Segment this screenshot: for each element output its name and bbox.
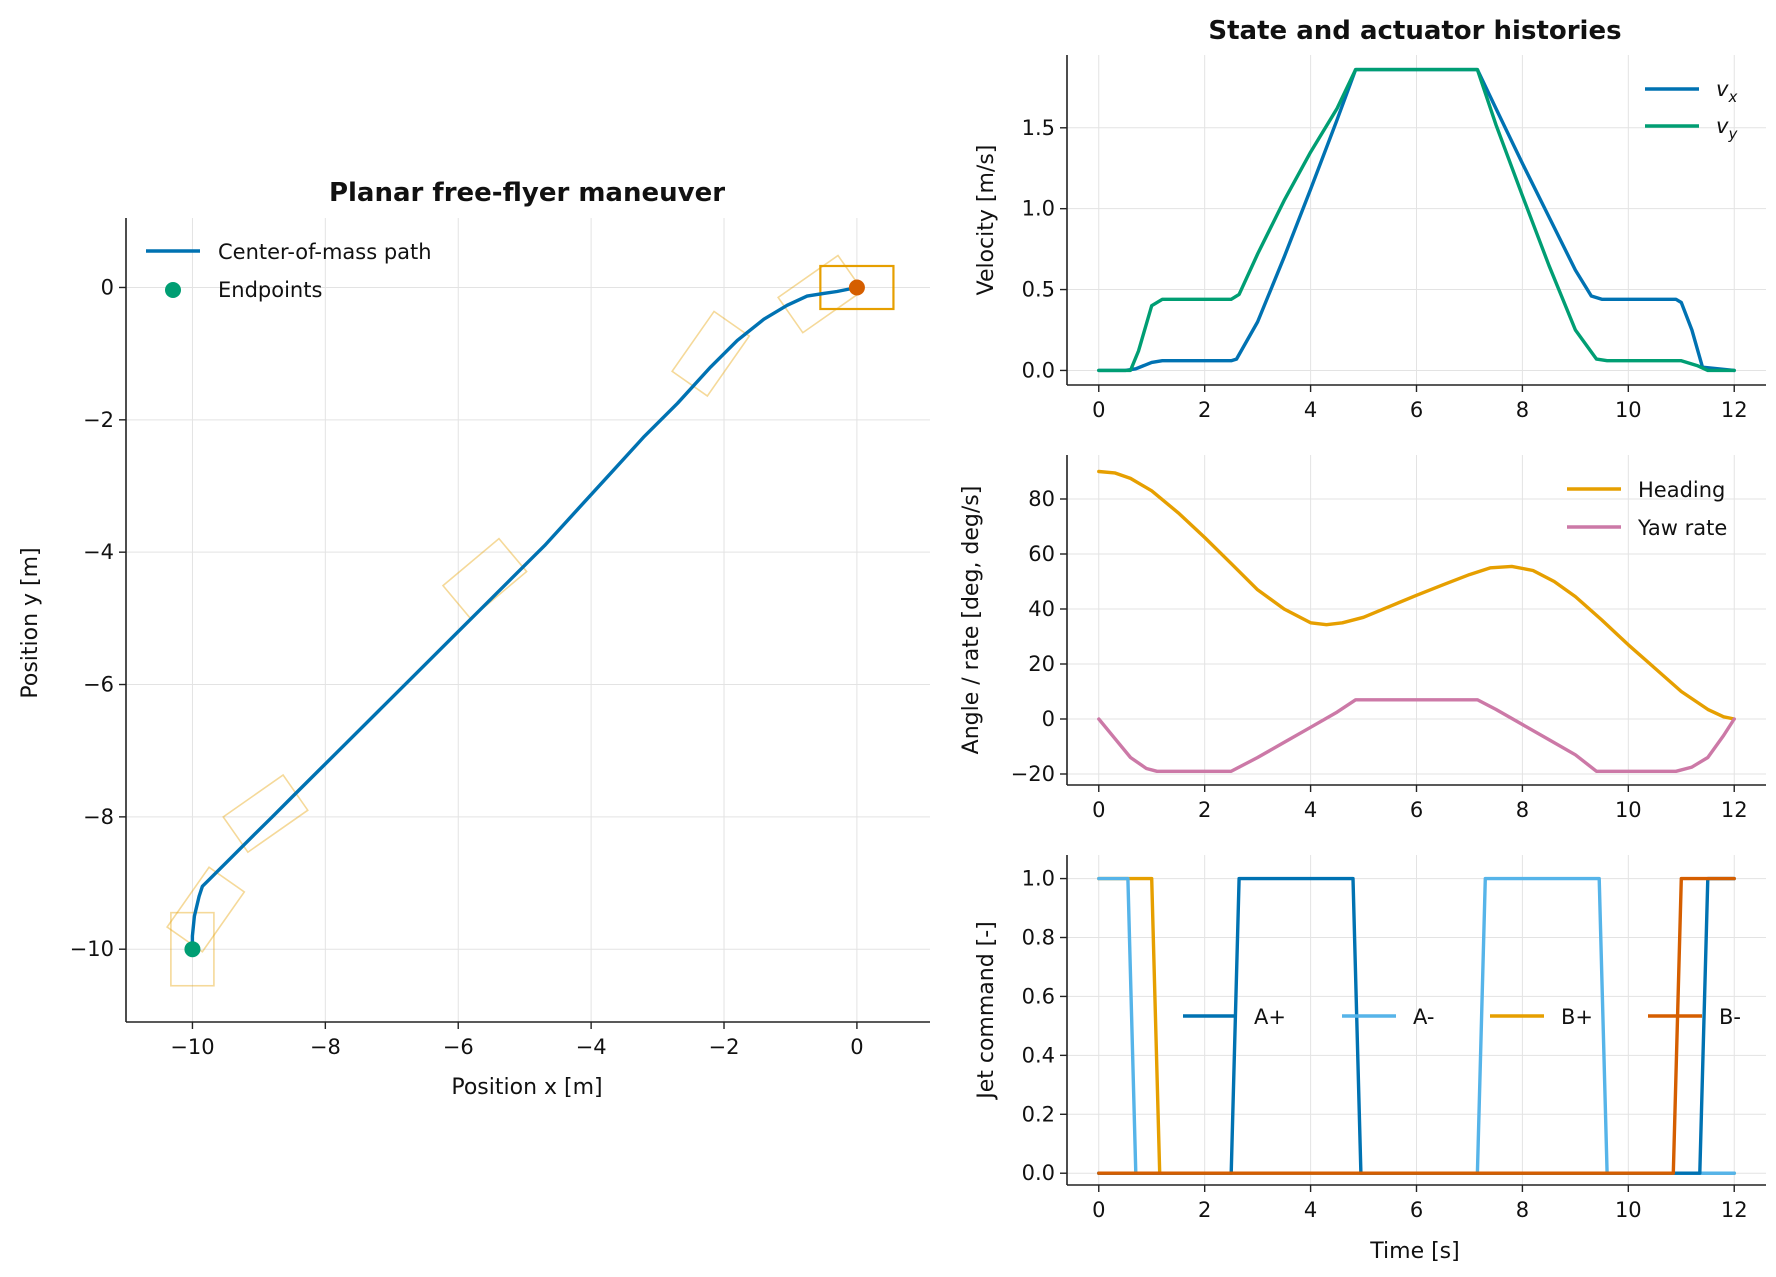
heading-line [1097,469,1736,721]
y-tick-label: 0.0 [1022,358,1055,382]
y-tick-label: 20 [1028,652,1055,676]
y-tick-label: 0.8 [1022,926,1055,950]
x-tick-label: 10 [1615,798,1642,822]
y-tick-label: 0.0 [1022,1161,1055,1185]
x-tick-label: 12 [1721,798,1748,822]
x-tick-label: 8 [1516,398,1529,422]
body-outline-1 [166,866,246,953]
legend-bplus-label: B+ [1561,1005,1593,1029]
x-tick-label: 4 [1304,798,1317,822]
trajectory-xlabel: Position x [m] [451,1075,602,1100]
legend-aplus-label: A+ [1254,1005,1286,1029]
y-tick-label: 0.4 [1022,1043,1055,1067]
y-tick-label: −10 [70,937,114,961]
legend-aminus-label: A- [1413,1005,1434,1029]
body-outline-0 [170,911,215,987]
x-tick-label: 6 [1410,1198,1423,1222]
x-tick-label: 10 [1615,1198,1642,1222]
y-tick-label: 0 [101,275,114,299]
jet-command-panel: Time [s] Jet command [-] 0 2 4 6 8 10 12 0.0 0.2… [974,855,1766,1264]
body-outline-3 [441,537,528,620]
body-outline-6 [819,264,895,311]
jet-ylabel: Jet command [-] [974,921,999,1101]
legend-endpoints-label: Endpoints [218,278,322,302]
x-tick-label: 4 [1304,398,1317,422]
y-tick-label: −6 [83,673,114,697]
legend-endpoints-swatch [165,282,181,298]
y-tick-label: 0.6 [1022,984,1055,1008]
x-tick-label: 2 [1198,798,1211,822]
x-tick-label: 12 [1721,398,1748,422]
x-tick-label: 6 [1410,798,1423,822]
heading-ylabel: Angle / rate [deg, deg/s] [959,486,984,755]
y-tick-label: 1.0 [1022,867,1055,891]
legend-yaw-rate-label: Yaw rate [1637,516,1727,540]
body-outline-5 [777,254,864,334]
x-tick-label: 0 [1092,798,1105,822]
x-tick-label: 2 [1198,398,1211,422]
velocity-panel: State and actuator histories Velocity [m… [974,16,1766,422]
y-tick-label: −4 [83,540,114,564]
y-tick-label: 60 [1028,542,1055,566]
x-tick-label: 8 [1516,1198,1529,1222]
legend-heading-label: Heading [1638,478,1725,502]
y-tick-label: 1.5 [1022,116,1055,140]
x-tick-label: 6 [1410,398,1423,422]
yaw-rate-line [1097,698,1736,773]
x-tick-label: 4 [1304,1198,1317,1222]
x-tick-label: 10 [1615,398,1642,422]
y-tick-label: 0.2 [1022,1102,1055,1126]
jet-aplus-line [1097,876,1736,1175]
end-point [848,279,865,296]
body-outline-2 [222,773,309,854]
x-tick-label: −6 [443,1035,474,1059]
velocity-ylabel: Velocity [m/s] [974,145,999,296]
y-tick-label: 0 [1042,707,1055,731]
x-tick-label: 8 [1516,798,1529,822]
x-tick-label: −10 [170,1035,214,1059]
y-tick-label: 80 [1028,487,1055,511]
x-tick-label: 0 [1092,398,1105,422]
state-histories-title: State and actuator histories [1208,16,1621,46]
legend-bminus-label: B- [1719,1005,1741,1029]
y-tick-label: 1.0 [1022,197,1055,221]
y-tick-label: −20 [1011,762,1055,786]
start-point [184,941,201,958]
x-tick-label: 2 [1198,1198,1211,1222]
x-tick-label: 12 [1721,1198,1748,1222]
legend-path-label: Center-of-mass path [218,240,432,264]
center-of-mass-path [190,285,859,951]
body-outline-4 [671,310,751,398]
legend-vy-label: vy [1716,114,1738,143]
heading-panel: Angle / rate [deg, deg/s] 0 2 4 6 8 10 12 −20 0 2… [959,455,1766,822]
x-tick-label: −8 [310,1035,341,1059]
y-tick-label: 40 [1028,597,1055,621]
jet-xlabel: Time [s] [1369,1239,1459,1264]
trajectory-ylabel: Position y [m] [18,547,43,698]
y-tick-label: −8 [83,805,114,829]
x-tick-label: 0 [850,1035,863,1059]
x-tick-label: −2 [709,1035,740,1059]
jet-bminus-line [1097,876,1736,1175]
y-tick-label: 0.5 [1022,278,1055,302]
vy-line [1097,67,1736,373]
y-tick-label: −2 [83,408,114,432]
trajectory-title: Planar free-flyer maneuver [329,178,725,208]
trajectory-panel: Planar free-flyer maneuver Position x [m… [18,178,930,1100]
x-tick-label: 0 [1092,1198,1105,1222]
x-tick-label: −4 [576,1035,607,1059]
